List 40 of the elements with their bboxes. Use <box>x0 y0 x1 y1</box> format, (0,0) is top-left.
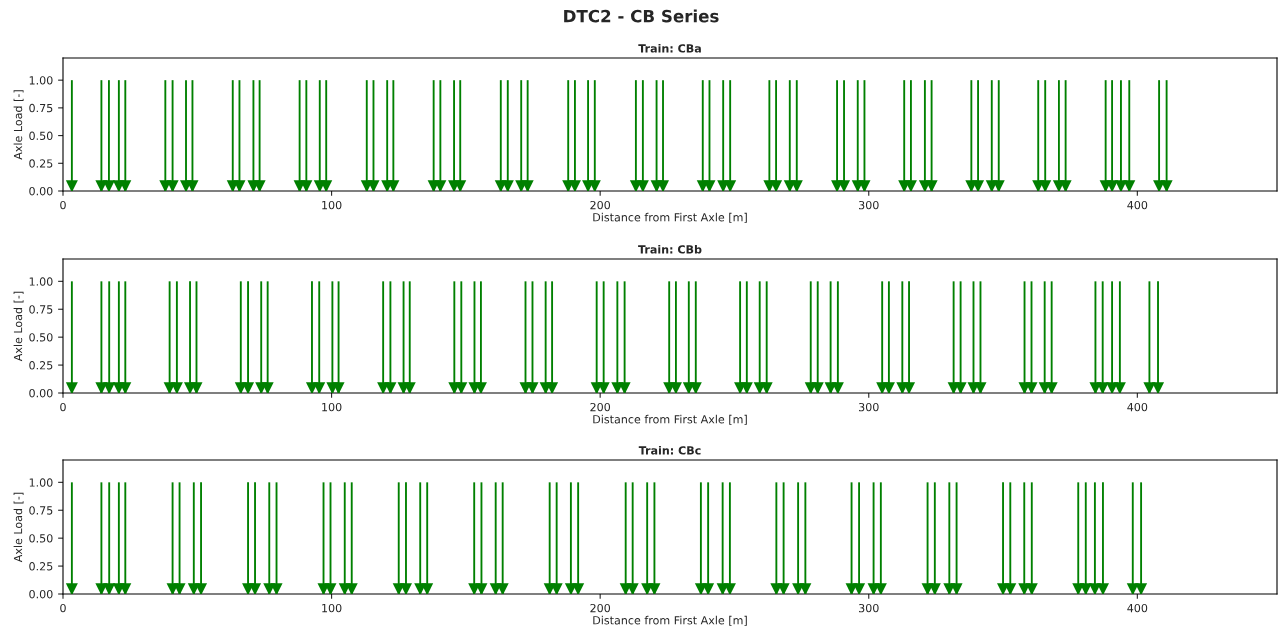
x-tick-label: 0 <box>60 200 66 210</box>
x-tick-label: 400 <box>1127 402 1148 412</box>
y-axis-title: Axle Load [-] <box>13 492 24 563</box>
y-tick-label: 0.50 <box>29 131 53 140</box>
y-tick-label: 0.75 <box>29 103 53 113</box>
x-tick-label: 100 <box>322 402 342 412</box>
x-axis-title: Distance from First Axle [m] <box>593 212 747 223</box>
y-tick-label: 0.75 <box>29 305 53 314</box>
y-tick-label: 0.00 <box>29 388 53 398</box>
text: DTC2 - CB Series <box>564 9 719 23</box>
y-tick-label: 0.00 <box>29 589 53 599</box>
y-tick-label: 1.00 <box>29 277 53 286</box>
y-axis-title: Axle Load [-] <box>13 291 24 362</box>
y-tick-label: 1.00 <box>29 478 53 487</box>
x-tick-label: 300 <box>859 200 879 210</box>
x-tick-label: 100 <box>322 603 342 613</box>
x-axis-title: Distance from First Axle [m] <box>593 414 747 425</box>
y-tick-label: 1.00 <box>29 76 53 85</box>
x-axis-title: Distance from First Axle [m] <box>593 615 747 626</box>
y-tick-label: 0.25 <box>29 562 53 571</box>
x-tick-label: 400 <box>1127 603 1148 613</box>
y-tick-label: 0.25 <box>29 159 53 168</box>
y-tick-label: 0.00 <box>29 186 53 196</box>
x-tick-label: 400 <box>1127 200 1148 210</box>
x-tick-label: 100 <box>322 200 342 210</box>
x-tick-label: 200 <box>590 603 611 613</box>
chart-title: Train: CBc <box>638 446 701 455</box>
y-tick-label: 0.25 <box>29 361 53 370</box>
x-tick-label: 200 <box>590 200 611 210</box>
chart-title: Train: CBb <box>638 245 702 254</box>
y-tick-label: 0.50 <box>29 534 53 543</box>
x-tick-label: 0 <box>60 603 66 613</box>
y-tick-label: 0.75 <box>29 506 53 515</box>
y-tick-label: 0.50 <box>29 333 53 342</box>
x-tick-label: 200 <box>590 402 611 412</box>
x-tick-label: 300 <box>859 402 879 412</box>
chart-title: Train: CBa <box>638 44 701 53</box>
x-tick-label: 300 <box>859 603 879 613</box>
y-axis-title: Axle Load [-] <box>13 90 24 160</box>
x-tick-label: 0 <box>60 402 66 412</box>
